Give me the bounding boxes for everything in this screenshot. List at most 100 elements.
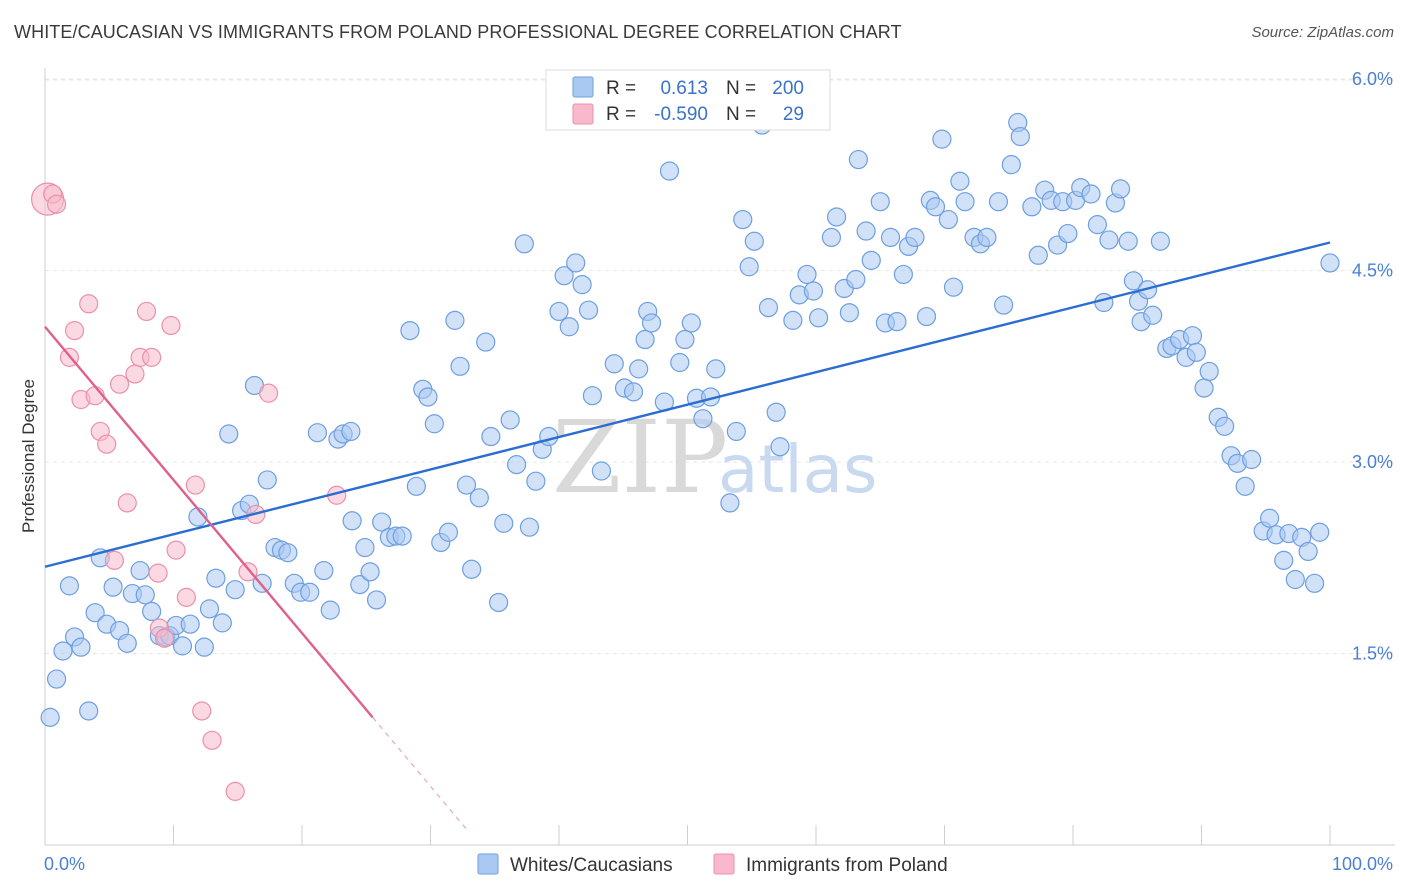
y-axis-label: Professional Degree — [19, 379, 38, 533]
whites-point — [604, 354, 624, 374]
whites-point — [206, 568, 226, 588]
whites-point — [572, 275, 592, 295]
whites-point — [629, 359, 649, 379]
whites-point — [103, 577, 123, 597]
poland-point — [109, 374, 130, 394]
whites-point — [539, 426, 559, 447]
whites-point — [1215, 416, 1235, 436]
whites-point — [212, 613, 232, 633]
whites-point — [1081, 184, 1101, 204]
trend-line-poland — [44, 325, 374, 719]
legend-n-label: N = — [726, 104, 756, 125]
whites-point — [887, 312, 907, 332]
whites-point — [40, 707, 60, 727]
poland-point — [185, 475, 205, 495]
whites-point — [1194, 378, 1214, 398]
whites-point — [916, 306, 937, 327]
whites-point — [476, 332, 496, 352]
watermark-atlas: atlas — [718, 431, 878, 508]
poland-point — [125, 364, 145, 384]
whites-point — [500, 410, 520, 430]
whites-point — [675, 329, 695, 350]
whites-point — [566, 253, 586, 273]
whites-point — [861, 250, 881, 270]
whites-point — [744, 231, 764, 251]
whites-point — [257, 470, 277, 490]
whites-point — [797, 264, 817, 285]
poland-point — [97, 434, 117, 454]
trend-line-whites — [44, 241, 1331, 568]
whites-point — [300, 582, 320, 602]
legend-r-value: 0.613 — [660, 78, 708, 99]
whites-point — [360, 562, 380, 582]
whites-point — [450, 356, 470, 376]
legend-swatch-whites — [572, 76, 594, 98]
whites-point — [1058, 223, 1078, 244]
legend-r-label: R = — [606, 104, 636, 125]
poland-point — [104, 550, 124, 570]
whites-point — [726, 421, 746, 442]
poland-point — [154, 628, 175, 648]
whites-point — [1087, 215, 1108, 235]
legend-r-label: R = — [606, 78, 636, 99]
poland-point — [192, 701, 212, 721]
poland-point — [136, 301, 157, 322]
whites-point — [392, 526, 412, 546]
whites-point — [519, 517, 540, 537]
whites-point — [591, 461, 612, 481]
whites-point — [681, 313, 701, 333]
whites-point — [469, 488, 489, 508]
whites-point — [350, 575, 370, 595]
whites-point — [559, 317, 579, 337]
whites-point — [85, 603, 105, 623]
whites-point — [943, 277, 964, 297]
whites-point — [578, 300, 599, 320]
whites-point — [1320, 253, 1340, 273]
whites-point — [46, 669, 67, 689]
whites-point — [514, 234, 534, 254]
y-tick-label: 6.0% — [1352, 69, 1393, 89]
whites-point — [456, 475, 477, 495]
whites-point — [341, 421, 361, 442]
whites-point — [1242, 449, 1262, 470]
whites-point — [424, 414, 444, 434]
whites-point — [1298, 541, 1318, 562]
whites-point — [905, 227, 925, 248]
whites-point — [994, 295, 1014, 315]
x-tick-label: 100.0% — [1332, 854, 1393, 874]
whites-point — [489, 592, 509, 613]
whites-point — [821, 227, 842, 248]
whites-point — [988, 192, 1009, 212]
y-tick-label: 3.0% — [1352, 452, 1393, 472]
whites-point — [758, 298, 779, 318]
whites-point — [803, 281, 824, 301]
whites-point — [180, 614, 200, 634]
trend-lines — [44, 241, 1331, 833]
whites-point — [808, 308, 829, 328]
whites-point — [1022, 197, 1042, 217]
legend-swatch-poland — [572, 103, 594, 125]
poland-point — [238, 562, 258, 582]
whites-point — [307, 423, 328, 443]
whites-point — [635, 329, 655, 350]
whites-point — [641, 313, 662, 333]
trend-line-poland-extension — [372, 716, 470, 833]
whites-point — [739, 257, 759, 277]
whites-point — [142, 601, 162, 622]
legend-n-value: 29 — [783, 104, 804, 125]
whites-point — [1285, 569, 1305, 590]
whites-point — [526, 471, 546, 491]
whites-point — [1260, 508, 1280, 528]
legend: R = 0.613 N = 200 R = -0.590 N = 29 — [545, 69, 831, 131]
whites-point — [79, 701, 99, 721]
whites-point — [1010, 126, 1030, 147]
whites-point — [1118, 231, 1138, 251]
whites-point — [506, 455, 527, 475]
poland-point — [225, 781, 245, 801]
bottom-legend-swatch-poland — [713, 853, 735, 875]
whites-point — [1199, 361, 1219, 382]
poland-point — [258, 383, 279, 403]
whites-point — [1310, 522, 1330, 542]
whites-point — [1094, 292, 1114, 313]
